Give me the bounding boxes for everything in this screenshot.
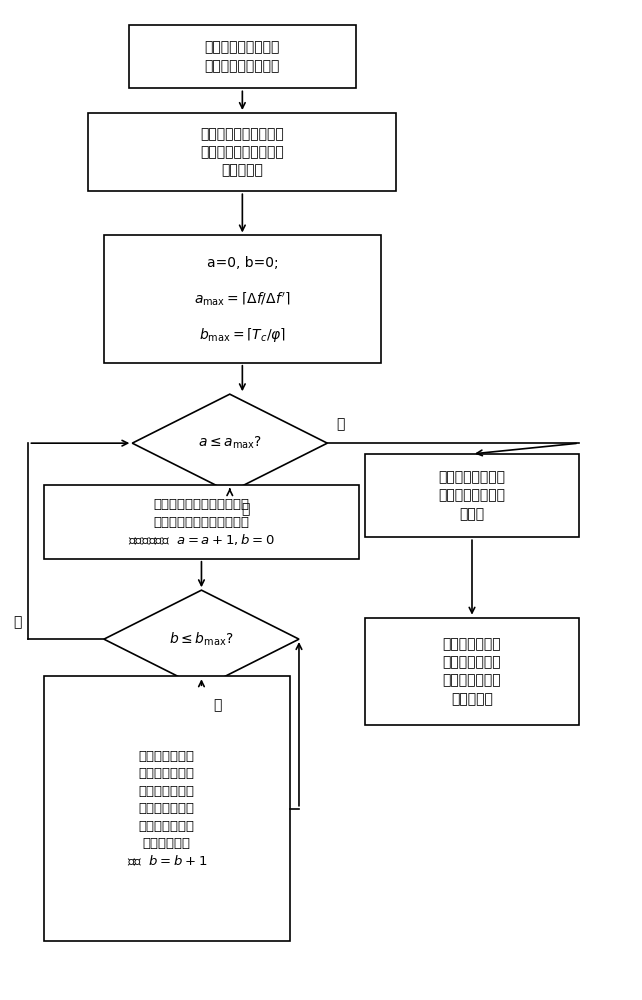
Bar <box>129 25 356 88</box>
Text: 干处理，再得到: 干处理，再得到 <box>139 820 195 833</box>
Text: 否: 否 <box>337 417 345 431</box>
Text: a=0, b=0;: a=0, b=0; <box>207 256 278 270</box>
Bar <box>365 454 579 537</box>
Text: 确定细捕过程中的多普: 确定细捕过程中的多普 <box>200 127 284 141</box>
Text: 是: 是 <box>213 698 221 712</box>
Text: 根据本次搜索的多普勒频偏: 根据本次搜索的多普勒频偏 <box>153 498 250 511</box>
Polygon shape <box>104 590 299 688</box>
Text: 找到最大的非相干: 找到最大的非相干 <box>438 470 505 484</box>
Text: 信噪比: 信噪比 <box>460 507 485 521</box>
Bar <box>44 676 290 941</box>
Text: 积分结果，并计算: 积分结果，并计算 <box>438 489 505 503</box>
Text: 码相位偏移生成: 码相位偏移生成 <box>139 767 195 780</box>
Text: 后的信号进行相: 后的信号进行相 <box>139 802 195 815</box>
Bar <box>88 113 397 191</box>
Text: 多普勒频率和码相位: 多普勒频率和码相位 <box>205 59 280 73</box>
Text: 否: 否 <box>13 615 22 629</box>
Text: 生成本地载波，再得到去载: 生成本地载波，再得到去载 <box>153 516 250 529</box>
Bar <box>104 235 381 363</box>
Text: $b\leq b_{\mathrm{max}}$?: $b\leq b_{\mathrm{max}}$? <box>169 630 234 648</box>
Text: 非相干积分结: 非相干积分结 <box>143 837 191 850</box>
Bar <box>365 618 579 725</box>
Text: 码相位偏移: 码相位偏移 <box>451 692 493 706</box>
Text: 位起始偏移: 位起始偏移 <box>221 163 263 177</box>
Text: $b_{\mathrm{max}}=\lceil T_c/\varphi\rceil$: $b_{\mathrm{max}}=\lceil T_c/\varphi\rce… <box>199 326 286 344</box>
Polygon shape <box>132 394 327 492</box>
Text: 勒频率起始频偏和码相: 勒频率起始频偏和码相 <box>200 145 284 159</box>
Text: $a\leq a_{\mathrm{max}}$?: $a\leq a_{\mathrm{max}}$? <box>198 435 262 451</box>
Bar <box>44 485 359 559</box>
Text: $a_{\mathrm{max}}=\lceil\Delta f/\Delta f'\rceil$: $a_{\mathrm{max}}=\lceil\Delta f/\Delta … <box>194 290 291 308</box>
Text: 果；  $b=b+1$: 果； $b=b+1$ <box>126 854 207 868</box>
Text: 的多普勒频偏和: 的多普勒频偏和 <box>443 674 501 688</box>
Text: 伪码并与去载波: 伪码并与去载波 <box>139 785 195 798</box>
Text: 干积分结果对应: 干积分结果对应 <box>443 655 501 669</box>
Text: 是: 是 <box>241 502 250 516</box>
Text: 输出最大的非相: 输出最大的非相 <box>443 637 501 651</box>
Text: 根据本次搜索的: 根据本次搜索的 <box>139 750 195 763</box>
Text: 波后的信号；  $a=a+1,b=0$: 波后的信号； $a=a+1,b=0$ <box>128 532 275 547</box>
Text: 确定粗捕过程的载波: 确定粗捕过程的载波 <box>205 40 280 54</box>
